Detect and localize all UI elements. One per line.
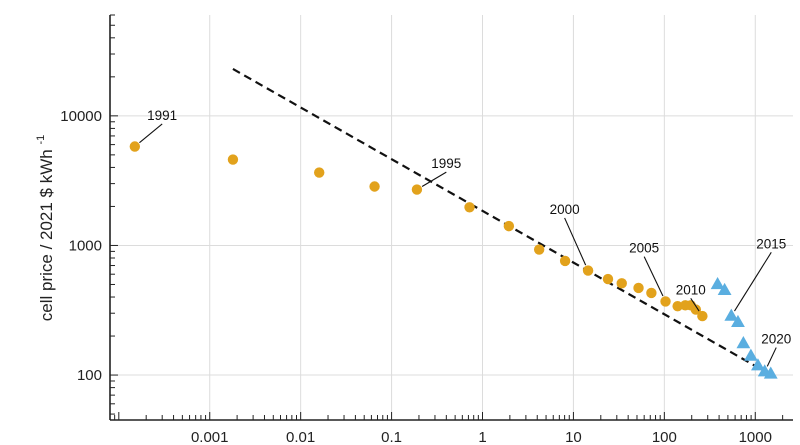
data-point-circle-3 [369,181,380,192]
data-point-circle-19 [697,310,708,322]
data-point-triangle-1 [717,282,732,296]
data-point-circle-11 [616,278,627,289]
y-tick-label-1: 1000 [69,237,102,254]
x-tick-label-0: 0.001 [191,429,229,445]
minor-ticks [109,14,784,420]
data-point-circle-2 [314,167,325,178]
data-point-circle-7 [533,244,545,255]
annotation-leader-2000 [564,217,587,266]
annotation-label-2020: 2020 [761,332,791,347]
data-point-circle-4 [411,184,423,195]
data-point-circle-0 [129,141,141,152]
data-point-circle-12 [633,282,644,294]
y-axis-label-superscript: -1 [35,135,47,145]
data-point-triangle-3 [731,314,745,328]
annotation-label-2005: 2005 [629,241,659,256]
annotation-label-1995: 1995 [431,156,461,171]
data-point-circle-13 [646,287,657,299]
data-point-circle-9 [582,265,594,276]
x-tick-label-3: 1 [478,429,486,445]
grid [110,15,793,420]
data-point-triangle-5 [743,348,758,361]
data-point-circle-5 [464,202,475,213]
x-tick-label-4: 10 [565,429,582,445]
annotation-layer: 1991 1995 2000 2005 2010 2015 2020 [139,108,791,367]
data-point-triangle-8 [763,366,778,379]
annotation-leader-2015 [734,252,772,312]
data-point-circle-15 [672,300,683,312]
annotation-leader-2005 [643,256,664,297]
x-tick-label-1: 0.01 [286,429,315,445]
annotation-label-1991: 1991 [147,108,177,123]
x-tick-label-5: 100 [652,429,677,445]
annotation-leader-1995 [421,171,447,187]
y-axis-label-text: cell price / 2021 $ kWh [37,149,56,321]
y-tick-label-0: 100 [77,367,102,384]
data-point-circle-8 [559,255,571,267]
annotation-leader-2010 [690,297,700,312]
data-point-triangle-0 [710,276,725,290]
annotation-leader-1991 [139,123,163,144]
y-tick-label-2: 10000 [60,108,102,125]
plot-frame [109,15,793,421]
x-tick-label-6: 1000 [739,429,772,445]
data-point-triangle-6 [751,358,765,371]
data-point-triangle-4 [736,336,751,349]
points-layer [129,141,778,379]
x-tick-labels: 0.001 0.01 0.1 1 10 100 1000 [191,429,772,445]
annotation-label-2000: 2000 [550,202,580,217]
data-point-circle-6 [503,220,515,232]
data-point-circle-10 [602,273,614,285]
y-tick-labels: 100 1000 10000 [60,108,102,384]
annotation-label-2015: 2015 [756,236,786,251]
data-point-circle-14 [660,296,671,307]
y-axis-label: cell price / 2021 $ kWh -1 [35,135,56,321]
annotation-leader-2020 [766,347,777,367]
data-point-circle-18 [690,304,702,315]
data-point-triangle-2 [724,308,739,321]
x-tick-label-2: 0.1 [381,429,402,445]
data-point-circle-1 [227,154,239,165]
annotation-label-2010: 2010 [676,282,706,297]
